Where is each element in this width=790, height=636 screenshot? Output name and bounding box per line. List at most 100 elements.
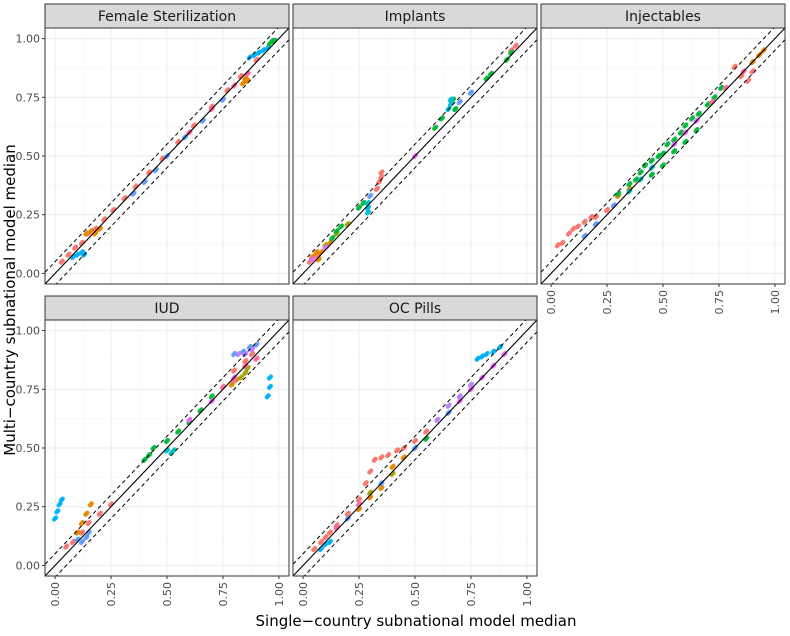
facet-panel: Female Sterilization 0.00 0.25 0.50 0.75 1.00 (16, 3, 290, 285)
data-point (165, 437, 171, 443)
identity-line (293, 320, 537, 576)
data-point (436, 416, 441, 422)
data-point (346, 510, 351, 516)
data-point (413, 437, 419, 443)
data-point (684, 122, 689, 127)
data-point (80, 538, 86, 544)
data-point (391, 463, 396, 469)
facet-strip (540, 3, 786, 29)
facet-strip (292, 3, 538, 29)
data-point (386, 451, 392, 457)
data-point (237, 350, 242, 356)
data-point (255, 341, 260, 346)
x-tick-label: 0.25 (105, 582, 118, 607)
y-tick-label: 1.00 (16, 33, 41, 46)
data-point (666, 141, 671, 146)
y-tick-label: 0.50 (16, 442, 41, 455)
y-tick-label: 1.00 (16, 325, 41, 338)
data-point (583, 218, 588, 224)
lower-band-line (55, 39, 289, 284)
data-point (469, 89, 475, 94)
facet-strip (44, 3, 290, 29)
data-point (76, 529, 81, 534)
data-point (244, 357, 249, 363)
data-point (80, 520, 86, 525)
data-point (485, 350, 490, 356)
panels-layer: Female Sterilization 0.00 0.25 0.50 0.75 1.00… (16, 3, 786, 607)
identity-line (293, 28, 537, 284)
data-point (80, 529, 86, 534)
data-point (268, 374, 274, 379)
x-tick-label: 1.00 (769, 290, 782, 315)
facet-strip (292, 295, 538, 321)
y-tick-label: 0.00 (16, 559, 41, 572)
data-point (368, 192, 374, 198)
x-tick-label: 1.00 (521, 582, 534, 607)
x-tick-label: 0.00 (545, 290, 558, 315)
data-point (368, 468, 374, 473)
data-point (492, 348, 497, 353)
data-point (576, 223, 582, 228)
data-point (53, 515, 59, 520)
data-point (357, 204, 363, 209)
data-point (319, 538, 325, 544)
facet-panel: IUD 0.00 0.25 0.50 0.75 1.00 0.00 0.25 0.50 0.75 1… (16, 295, 290, 607)
facet-strip (44, 295, 290, 321)
identity-line (45, 28, 289, 284)
data-point (60, 258, 65, 263)
y-tick-label: 0.50 (16, 150, 41, 163)
lower-band-line (55, 331, 289, 576)
x-tick-label: 0.75 (713, 290, 726, 315)
data-point (643, 162, 649, 167)
data-point (684, 138, 689, 144)
data-point (690, 115, 696, 120)
data-point (172, 447, 177, 452)
upper-band-line (45, 28, 279, 273)
data-point (73, 244, 79, 249)
data-point (661, 162, 667, 167)
facet-title: Female Sterilization (98, 9, 236, 25)
data-point (672, 136, 678, 141)
x-tick-label: 0.50 (657, 290, 670, 315)
x-tick-label: 0.75 (465, 582, 478, 607)
y-tick-label: 0.75 (16, 91, 41, 104)
y-tick-label: 0.25 (16, 209, 41, 222)
data-point (458, 98, 463, 104)
panel-plot-area (45, 28, 289, 284)
facet-title: Injectables (625, 9, 701, 25)
x-tick-label: 1.00 (273, 582, 286, 607)
facet-panel: Implants (292, 3, 538, 285)
data-point (60, 496, 65, 501)
data-point (255, 355, 260, 361)
identity-line (541, 28, 785, 284)
data-point (514, 42, 519, 47)
data-point (751, 68, 756, 73)
data-point (447, 402, 452, 407)
upper-band-line (293, 28, 527, 273)
data-point (232, 367, 238, 372)
data-point (605, 206, 611, 212)
panel-plot-area (293, 28, 537, 284)
x-tick-label: 0.00 (297, 582, 310, 607)
data-point (67, 251, 72, 256)
data-point (339, 223, 345, 228)
facet-panel: OC Pills 0.00 0.25 0.50 0.75 1.00 (292, 295, 538, 607)
data-point (246, 77, 251, 83)
data-point (560, 239, 566, 245)
data-point (239, 374, 244, 379)
data-point (312, 545, 318, 551)
upper-band-line (45, 320, 279, 565)
data-point (335, 228, 340, 233)
data-point (746, 77, 752, 83)
data-point (424, 428, 430, 433)
facet-title: IUD (154, 301, 179, 317)
data-point (697, 110, 702, 115)
data-point (56, 508, 61, 513)
data-point (594, 213, 599, 219)
data-point (672, 148, 678, 153)
data-point (364, 480, 369, 485)
data-point (330, 235, 336, 240)
data-point (695, 127, 700, 132)
data-point (85, 510, 90, 516)
x-tick-label: 0.75 (217, 582, 230, 607)
